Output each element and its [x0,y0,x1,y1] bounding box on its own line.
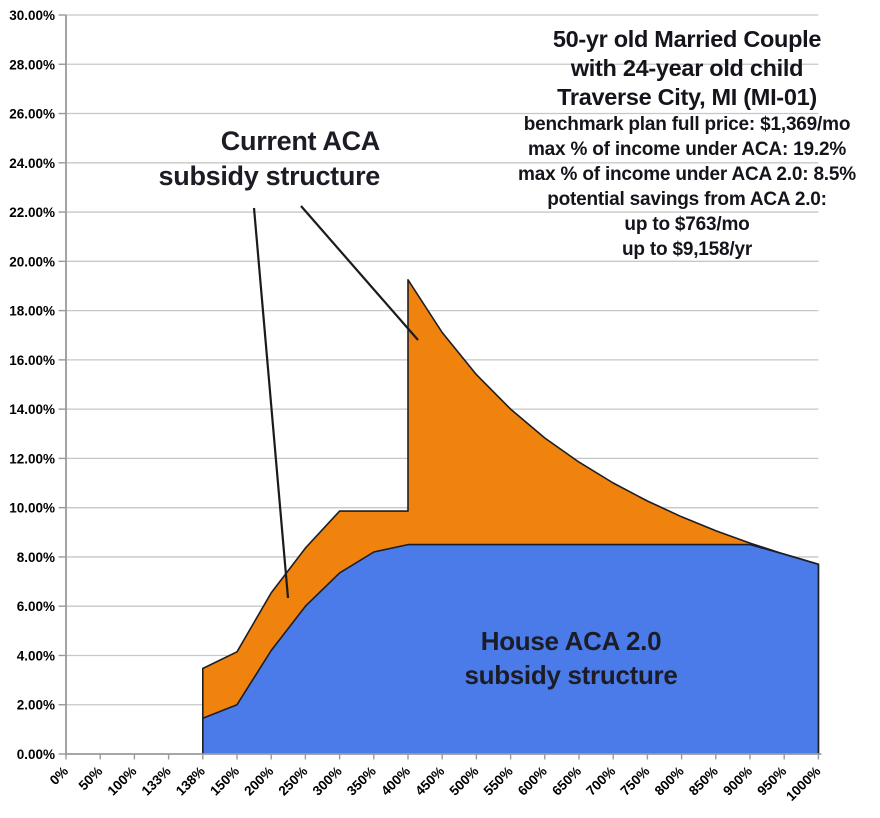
x-tick-label: 550% [481,764,516,799]
y-tick-label: 10.00% [9,501,55,516]
y-tick-label: 6.00% [17,599,55,614]
annotation-line: max % of income under ACA: 19.2% [527,139,847,160]
y-axis-tick-labels: 30.00% 28.00% 26.00% 24.00% 22.00% 20.00% 18.0… [9,8,55,762]
pointer-lines [252,205,419,599]
area-series [202,279,820,754]
annotation-line: Traverse City, MI (MI-01) [557,84,817,110]
x-tick-label: 350% [344,764,379,799]
x-tick-label: 700% [583,764,618,799]
x-tick-label: 100% [104,764,139,799]
x-axis-tick-labels: 0% 50% 100% 133% 138% 150% 200% 250% 300% 350% 400… [47,764,824,804]
x-tick-label: 400% [378,764,413,799]
annotation-line: potential savings from ACA 2.0: [547,189,827,210]
x-tick-label: 600% [515,764,550,799]
annotation-line: benchmark plan full price: $1,369/mo [523,114,851,135]
pointer-line-right [300,205,419,341]
x-tick-label: 900% [720,764,755,799]
x-tick-label: 650% [549,764,584,799]
y-tick-label: 24.00% [9,156,55,171]
x-tick-label: 50% [76,764,106,794]
y-tick-label: 12.00% [9,451,55,466]
x-tick-label: 138% [173,764,208,799]
x-tick-label: 250% [275,764,310,799]
current-aca-label: Current ACA subsidy structure [120,124,381,194]
house-aca-outline [202,543,820,754]
y-tick-label: 30.00% [9,8,55,23]
annotation-line: max % of income under ACA 2.0: 8.5% [518,164,856,185]
axes [58,14,822,760]
x-tick-label: 450% [412,764,447,799]
house-aca-label-line1: House ACA 2.0 [480,626,662,656]
x-tick-label: 200% [241,764,276,799]
x-tick-label: 150% [207,764,242,799]
annotation-line: with 24-year old child [570,55,804,81]
x-tick-label: 500% [446,764,481,799]
x-tick-label: 0% [47,764,71,788]
pointer-line-left [252,207,290,599]
y-tick-label: 20.00% [9,254,55,269]
x-tick-label: 133% [139,764,174,799]
annotation-line: 50-yr old Married Couple [552,26,822,52]
current-aca-label-line2: subsidy structure [158,161,381,191]
x-tick-label: 800% [652,764,687,799]
annotation-line: up to $763/mo [624,214,750,235]
y-tick-label: 4.00% [17,648,55,663]
y-tick-label: 14.00% [9,402,55,417]
x-tick-label: 750% [617,764,652,799]
current-aca-outline [202,279,820,754]
y-tick-label: 2.00% [17,698,55,713]
scenario-annotation: 50-yr old Married Couple with 24-year ol… [487,25,880,262]
y-tick-label: 26.00% [9,107,55,122]
y-tick-label: 8.00% [17,550,55,565]
house-aca-label: House ACA 2.0 subsidy structure [411,624,731,692]
house-aca-label-line2: subsidy structure [464,660,678,690]
y-tick-label: 16.00% [9,353,55,368]
y-tick-label: 0.00% [17,747,55,762]
y-tick-label: 18.00% [9,304,55,319]
house-aca-area [202,544,819,754]
x-tick-label: 300% [310,764,345,799]
x-tick-label: 1000% [783,764,823,804]
x-tick-label: 850% [686,764,721,799]
y-tick-label: 22.00% [9,205,55,220]
current-aca-label-line1: Current ACA [220,126,381,156]
y-tick-label: 28.00% [9,57,55,72]
annotation-line: up to $9,158/yr [621,239,753,260]
